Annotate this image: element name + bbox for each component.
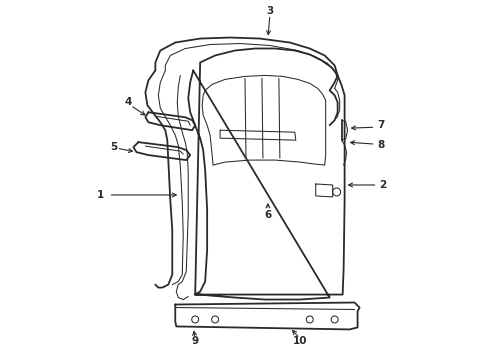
Text: 9: 9	[192, 336, 199, 346]
Text: 7: 7	[377, 120, 385, 130]
Text: 1: 1	[97, 190, 104, 200]
Text: 6: 6	[264, 210, 271, 220]
Text: 5: 5	[110, 142, 117, 152]
Text: 3: 3	[266, 6, 273, 15]
Text: 8: 8	[377, 140, 385, 150]
Text: 10: 10	[293, 336, 307, 346]
Text: 2: 2	[379, 180, 387, 190]
Text: 4: 4	[125, 97, 132, 107]
